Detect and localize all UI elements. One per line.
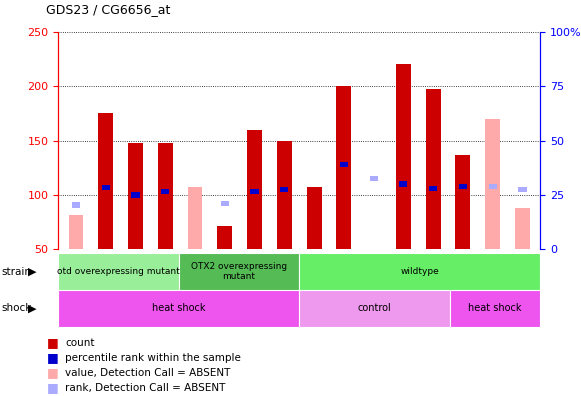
Text: ■: ■: [46, 351, 58, 364]
Bar: [128, 143, 143, 249]
Bar: [69, 215, 84, 249]
Text: ■: ■: [46, 381, 58, 394]
Bar: [456, 155, 471, 249]
Text: ▶: ▶: [28, 303, 37, 313]
Bar: [340, 162, 348, 167]
Text: ▶: ▶: [28, 267, 37, 277]
Bar: [217, 225, 232, 249]
Bar: [277, 141, 292, 249]
Bar: [161, 189, 169, 194]
Bar: [72, 202, 80, 208]
Bar: [518, 187, 526, 192]
Bar: [485, 119, 500, 249]
Bar: [58, 253, 179, 290]
Bar: [336, 86, 352, 249]
Bar: [299, 253, 540, 290]
Text: count: count: [65, 337, 95, 348]
Text: percentile rank within the sample: percentile rank within the sample: [65, 352, 241, 363]
Bar: [299, 290, 450, 327]
Bar: [399, 181, 407, 187]
Text: GDS23 / CG6656_at: GDS23 / CG6656_at: [46, 3, 171, 16]
Bar: [450, 290, 540, 327]
Bar: [280, 187, 288, 192]
Text: otd overexpressing mutant: otd overexpressing mutant: [57, 267, 180, 276]
Bar: [221, 201, 229, 206]
Text: ■: ■: [46, 366, 58, 379]
Text: value, Detection Call = ABSENT: value, Detection Call = ABSENT: [65, 367, 231, 378]
Bar: [188, 187, 202, 249]
Bar: [459, 184, 467, 189]
Bar: [426, 89, 440, 249]
Text: wildtype: wildtype: [400, 267, 439, 276]
Bar: [250, 189, 259, 194]
Text: rank, Detection Call = ABSENT: rank, Detection Call = ABSENT: [65, 383, 225, 393]
Text: strain: strain: [2, 267, 32, 277]
Bar: [98, 113, 113, 249]
Bar: [58, 290, 299, 327]
Text: heat shock: heat shock: [152, 303, 206, 313]
Text: ■: ■: [46, 336, 58, 349]
Bar: [515, 208, 530, 249]
Text: shock: shock: [2, 303, 32, 313]
Bar: [396, 64, 411, 249]
Bar: [131, 192, 139, 198]
Bar: [429, 186, 437, 191]
Bar: [179, 253, 299, 290]
Bar: [102, 185, 110, 190]
Text: heat shock: heat shock: [468, 303, 522, 313]
Text: OTX2 overexpressing
mutant: OTX2 overexpressing mutant: [191, 262, 287, 281]
Bar: [247, 129, 262, 249]
Bar: [158, 143, 173, 249]
Bar: [489, 184, 497, 189]
Bar: [370, 176, 378, 181]
Bar: [307, 187, 321, 249]
Text: control: control: [358, 303, 392, 313]
